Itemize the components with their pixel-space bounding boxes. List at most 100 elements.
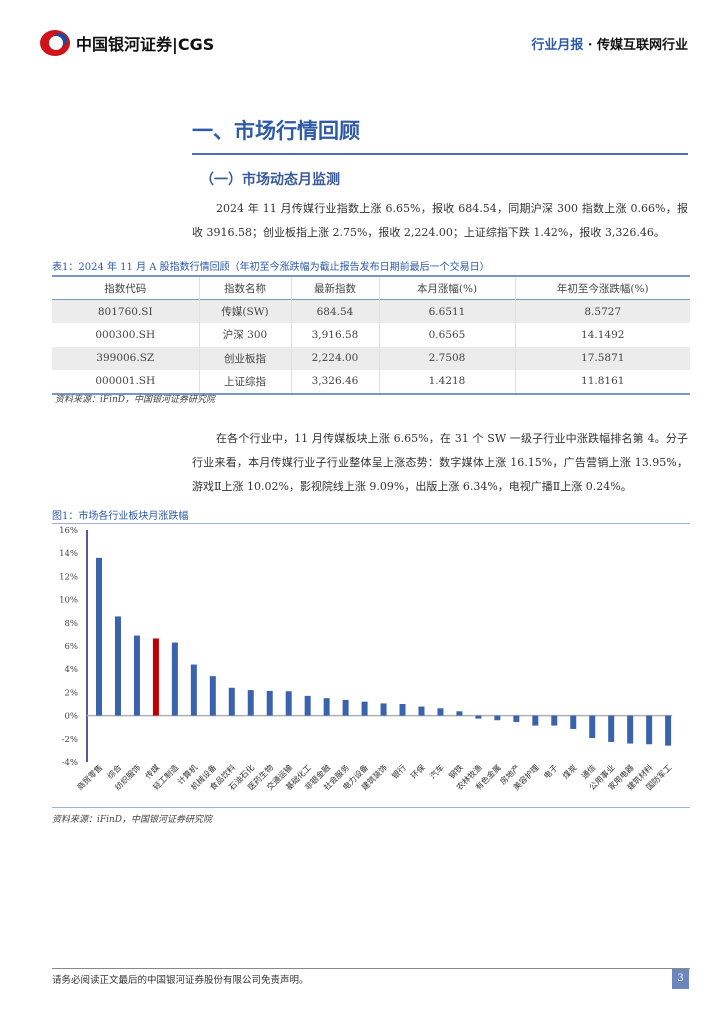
table-cell: 3,326.46 xyxy=(290,370,379,394)
table-cell: 传媒(SW) xyxy=(198,299,291,323)
y-tick-label: 8% xyxy=(65,619,79,629)
bar xyxy=(247,690,254,716)
table-cell: 3,916.58 xyxy=(290,323,379,347)
y-tick-label: 6% xyxy=(65,642,79,652)
bar xyxy=(494,715,501,721)
column-header: 年初至今涨跌幅(%) xyxy=(514,276,690,300)
logo-text: 中国银河证券|CGS xyxy=(76,35,215,54)
table-cell: 11.8161 xyxy=(514,370,690,394)
table-cell: 17.5871 xyxy=(514,346,690,370)
paragraph-index-summary: 2024 年 11 月传媒行业指数上涨 6.65%，报收 684.54，同期沪深… xyxy=(192,202,688,239)
figure-source: 资料来源：iFinD，中国银河证券研究院 xyxy=(52,815,213,825)
table-cell: 000001.SH xyxy=(95,375,156,388)
x-tick-label: 商贸零售 xyxy=(75,762,105,792)
bar xyxy=(456,711,463,716)
y-tick-label: 2% xyxy=(65,688,79,698)
bar xyxy=(209,676,216,716)
table-title: 表1：2024 年 11 月 A 股指数行情回顾（年初至今涨跌幅为截止报告发布日… xyxy=(52,262,490,273)
table-cell: 沪深 300 xyxy=(198,323,291,347)
y-tick-label: -2% xyxy=(62,735,78,745)
table-cell: 上证综指 xyxy=(198,370,291,394)
table-header-row: 指数代码 指数名称 最新指数 本月涨幅(%) 年初至今涨跌幅(%) xyxy=(52,276,690,300)
table-cell: 1.4218 xyxy=(378,370,515,394)
x-tick-label: 环保 xyxy=(409,762,427,780)
table-source: 资料来源：iFinD，中国银河证券研究院 xyxy=(55,395,216,405)
column-header: 指数代码 xyxy=(104,282,147,295)
bar xyxy=(114,616,121,716)
bar xyxy=(513,715,520,722)
table-cell: 0.6565 xyxy=(378,323,515,347)
y-tick-label: 12% xyxy=(59,572,78,582)
report-header: 行业月报 · 传媒互联网行业 xyxy=(531,34,688,53)
bar xyxy=(190,664,197,716)
bar xyxy=(627,715,634,744)
y-tick-label: -4% xyxy=(62,758,78,768)
column-header: 最新指数 xyxy=(290,276,379,300)
x-tick-label: 汽车 xyxy=(427,762,445,780)
bar xyxy=(133,635,140,716)
bar xyxy=(152,638,159,716)
section-title: 一、市场行情回顾 xyxy=(192,118,360,143)
y-tick-label: 16% xyxy=(59,526,78,536)
y-tick-label: 4% xyxy=(65,665,79,675)
figure-divider xyxy=(52,523,690,524)
table-cell: 2.7508 xyxy=(378,346,515,370)
logo-icon xyxy=(40,30,70,56)
company-logo: 中国银河证券|CGS xyxy=(40,30,214,56)
table-cell: 8.5727 xyxy=(514,299,690,323)
bar xyxy=(323,698,330,716)
column-header: 本月涨幅(%) xyxy=(378,276,515,300)
bar xyxy=(418,706,425,716)
bar xyxy=(380,703,387,716)
page-number: 3 xyxy=(672,969,689,989)
y-tick-label: 14% xyxy=(59,549,78,559)
table-cell: 2,224.00 xyxy=(290,346,379,370)
bar xyxy=(171,642,178,716)
bar xyxy=(361,701,368,716)
x-tick-label: 电子 xyxy=(541,762,559,780)
footer-divider xyxy=(52,968,690,969)
table-cell: 684.54 xyxy=(290,299,379,323)
bar xyxy=(266,690,273,716)
report-type: 行业月报 xyxy=(531,38,584,53)
table-row: 399006.SZ 创业板指 2,224.00 2.7508 17.5871 xyxy=(52,346,690,370)
figure-bottom-divider xyxy=(52,807,690,808)
header-separator: · xyxy=(587,38,593,53)
bar xyxy=(646,715,653,745)
table-cell: 14.1492 xyxy=(514,323,690,347)
bar xyxy=(96,557,102,716)
y-tick-label: 10% xyxy=(59,596,78,606)
x-tick-label: 银行 xyxy=(390,762,408,780)
bar xyxy=(285,691,292,716)
bar xyxy=(570,715,577,729)
bar xyxy=(551,715,558,726)
bar xyxy=(342,699,349,716)
bar xyxy=(532,715,539,726)
bar xyxy=(399,704,406,716)
table-row: 000300.SH 沪深 300 3,916.58 0.6565 14.1492 xyxy=(52,323,690,347)
table-cell: 399006.SZ xyxy=(96,352,155,365)
industry-name: 传媒互联网行业 xyxy=(596,38,688,53)
bar xyxy=(304,695,311,716)
bar xyxy=(437,708,444,716)
subsection-title: （一）市场动态月监测 xyxy=(200,172,340,188)
bar xyxy=(475,715,482,719)
table-row: 000001.SH 上证综指 3,326.46 1.4218 11.8161 xyxy=(52,370,690,394)
index-table: 指数代码 指数名称 最新指数 本月涨幅(%) 年初至今涨跌幅(%) 801760.SI 传… xyxy=(52,275,690,395)
bar xyxy=(665,715,672,746)
bar xyxy=(608,715,615,742)
x-tick-label: 煤炭 xyxy=(560,762,578,780)
figure-title: 图1：市场各行业板块月涨跌幅 xyxy=(52,511,189,522)
bar xyxy=(228,687,235,716)
bar xyxy=(589,715,596,738)
section-divider xyxy=(192,153,688,155)
table-cell: 000300.SH xyxy=(95,328,156,341)
table-row: 801760.SI 传媒(SW) 684.54 6.6511 8.5727 xyxy=(52,299,690,323)
table-cell: 6.6511 xyxy=(378,299,515,323)
footer-disclaimer: 请务必阅读正文最后的中国银河证券股份有限公司免责声明。 xyxy=(52,975,309,986)
table-cell: 801760.SI xyxy=(97,305,153,318)
paragraph-industry-ranking: 在各个行业中，11 月传媒板块上涨 6.65%，在 31 个 SW 一级子行业中… xyxy=(192,432,688,493)
y-tick-label: 0% xyxy=(65,712,79,722)
column-header: 指数名称 xyxy=(198,276,291,300)
